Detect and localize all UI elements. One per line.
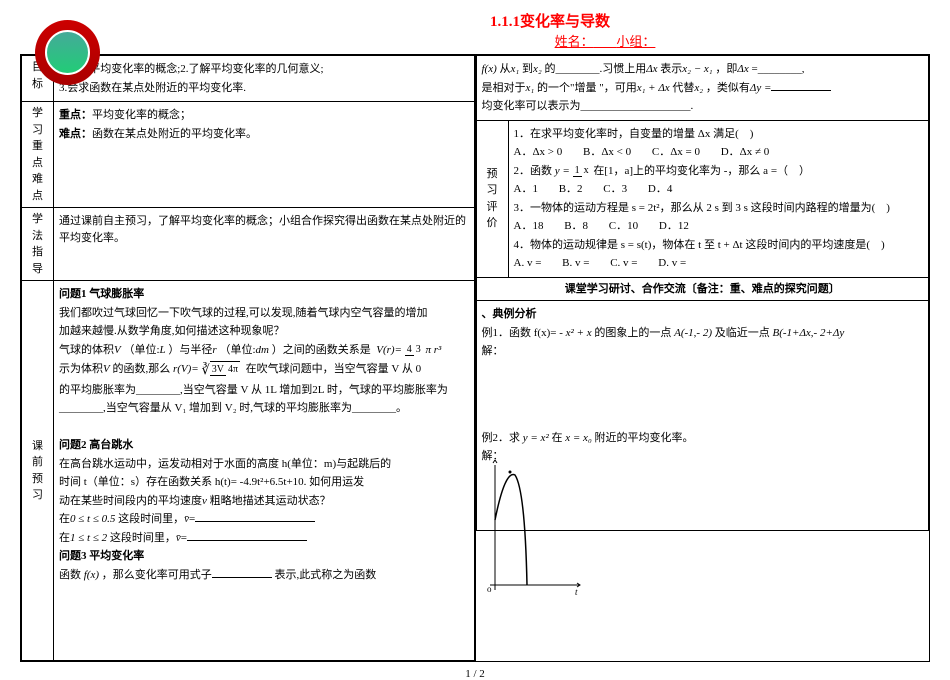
q1-title: 问题1 气球膨胀率 [59, 286, 469, 303]
eg1: 例1．函数 f(x)= - x² + x 的图象上的一点 A(-1,- 2) 及… [482, 325, 924, 342]
diff-line: 难点：函数在某点处附近的平均变化率。 [59, 126, 469, 143]
goal-l2: 3.会求函数在某点处附近的平均变化率. [59, 80, 469, 97]
cat-preview: 课前 预习 [22, 281, 54, 661]
left-column: 目标 1.理解平均变化率的概念;2.了解平均变化率的几何意义; 3.会求函数在某… [20, 54, 475, 662]
document-header: 1.1.1变化率与导数 姓名： 小组： [170, 10, 930, 50]
keypoint-content: 重点：平均变化率的概念； 难点：函数在某点处附近的平均变化率。 [54, 102, 475, 208]
q2-r1: 在0 ≤ t ≤ 0.5 这段时间里，v̄= [59, 511, 469, 528]
school-logo [35, 20, 100, 85]
name-group-line: 姓名： 小组： [280, 31, 930, 50]
cat-method: 学法 指导 [22, 208, 54, 281]
logo-inner [45, 30, 90, 75]
rt-p3: 均变化率可以表示为____________________. [482, 98, 924, 115]
preview-content: 问题1 气球膨胀率 我们都吹过气球回忆一下吹气球的过程,可以发现,随着气球内空气… [54, 281, 475, 661]
right-column: f(x) 从x₁ 到x₂ 的________.习惯上用Δx 表示x₂ − x₁ … [475, 54, 931, 662]
right-top: f(x) 从x₁ 到x₂ 的________.习惯上用Δx 表示x₂ − x₁ … [476, 56, 929, 121]
right-table: f(x) 从x₁ 到x₂ 的________.习惯上用Δx 表示x₂ − x₁ … [476, 55, 930, 531]
q3-p1: 函数 f(x) ，那么变化率可用式子 表示,此式称之为函数 [59, 567, 469, 584]
ex4-opts: A. v = B. v = C. v = D. v = [514, 255, 924, 272]
page-columns: 目标 1.理解平均变化率的概念;2.了解平均变化率的几何意义; 3.会求函数在某… [20, 54, 930, 662]
method-text: 通过课前自主预习，了解平均变化率的概念；小组合作探究得出函数在某点处附近的平均变… [59, 213, 469, 246]
q1-p4: 示为体积V 的函数,那么 r(V)= ∛3V4π 在吹气球问题中，当空气容量 V… [59, 360, 469, 380]
blank-expr [212, 567, 272, 578]
ex3-opts: A．18 B．8 C．10 D．12 [514, 218, 924, 235]
ex1: 1．在求平均变化率时，自变量的增量 Δx 满足( ) [514, 126, 924, 143]
blank-v2 [187, 530, 307, 541]
q1-p1: 我们都吹过气球回忆一下吹气球的过程,可以发现,随着气球内空气容量的增加 [59, 305, 469, 322]
q2-p2: 时间 t（单位：s）存在函数关系 h(t)= -4.9t²+6.5t+10. 如… [59, 474, 469, 491]
frac-1-x: 1x [573, 163, 591, 178]
goal-content: 1.理解平均变化率的概念;2.了解平均变化率的几何意义; 3.会求函数在某点处附… [54, 56, 475, 102]
cat-eval: 预习 评价 [476, 120, 508, 277]
eg2-sol: 解： [482, 448, 924, 465]
frac-4-3: 43 [405, 342, 423, 357]
left-table: 目标 1.理解平均变化率的概念;2.了解平均变化率的几何意义; 3.会求函数在某… [21, 55, 475, 661]
cat-keypoint: 学习 重点 难点 [22, 102, 54, 208]
group-label: 小组： [616, 34, 655, 49]
q2-p3: 动在某些时间段内的平均速度v 粗略地描述其运动状态？ [59, 493, 469, 510]
q1-p5: 的平均膨胀率为________,当空气容量 V 从 1L 增加到2L 时，气球的… [59, 382, 469, 399]
name-label: 姓名： [555, 34, 594, 49]
examples: 、典例分析 例1．函数 f(x)= - x² + x 的图象上的一点 A(-1,… [476, 301, 929, 531]
blank-dy [771, 80, 831, 91]
q1-p2: 加越来越慢.从数学角度,如何描述这种现象呢？ [59, 323, 469, 340]
doc-title: 1.1.1变化率与导数 [170, 10, 930, 31]
ex2-opts: A．1 B．2 C．3 D．4 [514, 181, 924, 198]
ex3: 3．一物体的运动方程是 s = 2t²，那么从 2 s 到 3 s 这段时间内路… [514, 200, 924, 217]
eval-content: 1．在求平均变化率时，自变量的增量 Δx 满足( ) A．Δx > 0 B．Δx… [508, 120, 929, 277]
q2-r2: 在1 ≤ t ≤ 2 这段时间里，v̄= [59, 530, 469, 547]
sec-sub: 、典例分析 [482, 306, 924, 323]
section-title: 课堂学习研讨、合作交流〔备注：重、难点的探究问题〕 [476, 277, 929, 301]
frac-3v-4pi: 3V4π [210, 361, 240, 377]
goal-l1: 1.理解平均变化率的概念;2.了解平均变化率的几何意义; [59, 61, 469, 78]
rt-p1: f(x) 从x₁ 到x₂ 的________.习惯上用Δx 表示x₂ − x₁ … [482, 61, 924, 78]
q1-p6: ________,当空气容量从 V₁ 增加到 V₂ 时,气球的平均膨胀率为___… [59, 400, 469, 417]
eg1-sol: 解： [482, 343, 924, 360]
method-content: 通过课前自主预习，了解平均变化率的概念；小组合作探究得出函数在某点处附近的平均变… [54, 208, 475, 281]
q2-title: 问题2 高台跳水 [59, 437, 469, 454]
page-number: 1 / 2 [20, 668, 930, 680]
rt-p2: 是相对于x₁ 的一个"增量 "，可用x₁ + Δx 代替x₂ ，类似有Δy = [482, 80, 924, 97]
eg2: 例2．求 y = x² 在 x = x₀ 附近的平均变化率。 [482, 430, 924, 447]
ex4: 4．物体的运动规律是 s = s(t)，物体在 t 至 t + Δt 这段时间内… [514, 237, 924, 254]
blank-v1 [195, 511, 315, 522]
ex1-opts: A．Δx > 0 B．Δx < 0 C．Δx = 0 D．Δx ≠ 0 [514, 144, 924, 161]
ex2: 2．函数 y = 1x 在[1，a]上的平均变化率为 -，那么 a =（ ） [514, 163, 924, 180]
q3-title: 问题3 平均变化率 [59, 548, 469, 565]
q1-p3: 气球的体积V （单位:L ）与半径r （单位:dm ）之间的函数关系是 V(r)… [59, 342, 469, 359]
q2-p1: 在高台跳水运动中，运发动相对于水面的高度 h(单位：m)与起跳后的 [59, 456, 469, 473]
key-line: 重点：平均变化率的概念； [59, 107, 469, 124]
